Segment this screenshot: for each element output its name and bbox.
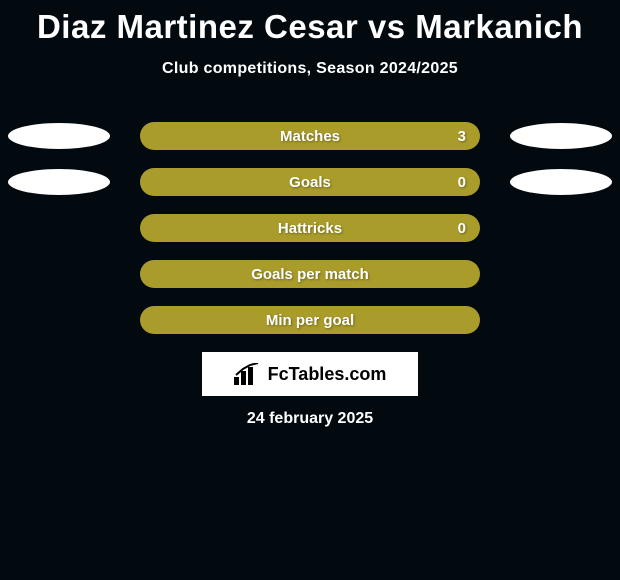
right-ellipse — [510, 123, 612, 149]
stat-bar: Goals per match — [140, 260, 480, 288]
right-ellipse — [510, 169, 612, 195]
stat-label: Min per goal — [266, 312, 354, 329]
logo-text: FcTables.com — [268, 364, 387, 385]
stat-label: Goals per match — [251, 266, 369, 283]
stat-value: 0 — [458, 220, 466, 237]
stat-bar: Goals 0 — [140, 168, 480, 196]
date-text: 24 february 2025 — [0, 410, 620, 428]
left-ellipse — [8, 123, 110, 149]
stats-infographic: Diaz Martinez Cesar vs Markanich Club co… — [0, 0, 620, 580]
stat-label: Hattricks — [278, 220, 342, 237]
stat-label: Goals — [289, 174, 331, 191]
barchart-icon — [234, 363, 262, 385]
stat-row: Matches 3 — [0, 122, 620, 150]
site-logo: FcTables.com — [202, 352, 418, 396]
stat-row: Min per goal — [0, 306, 620, 334]
stat-value: 0 — [458, 174, 466, 191]
stat-bar: Matches 3 — [140, 122, 480, 150]
page-title: Diaz Martinez Cesar vs Markanich — [0, 0, 620, 46]
stat-row: Hattricks 0 — [0, 214, 620, 242]
stat-bar: Min per goal — [140, 306, 480, 334]
stat-row: Goals 0 — [0, 168, 620, 196]
stat-rows: Matches 3 Goals 0 Hattricks 0 Goals per match M… — [0, 122, 620, 334]
stat-row: Goals per match — [0, 260, 620, 288]
stat-bar: Hattricks 0 — [140, 214, 480, 242]
stat-value: 3 — [458, 128, 466, 145]
subtitle: Club competitions, Season 2024/2025 — [0, 60, 620, 78]
left-ellipse — [8, 169, 110, 195]
stat-label: Matches — [280, 128, 340, 145]
